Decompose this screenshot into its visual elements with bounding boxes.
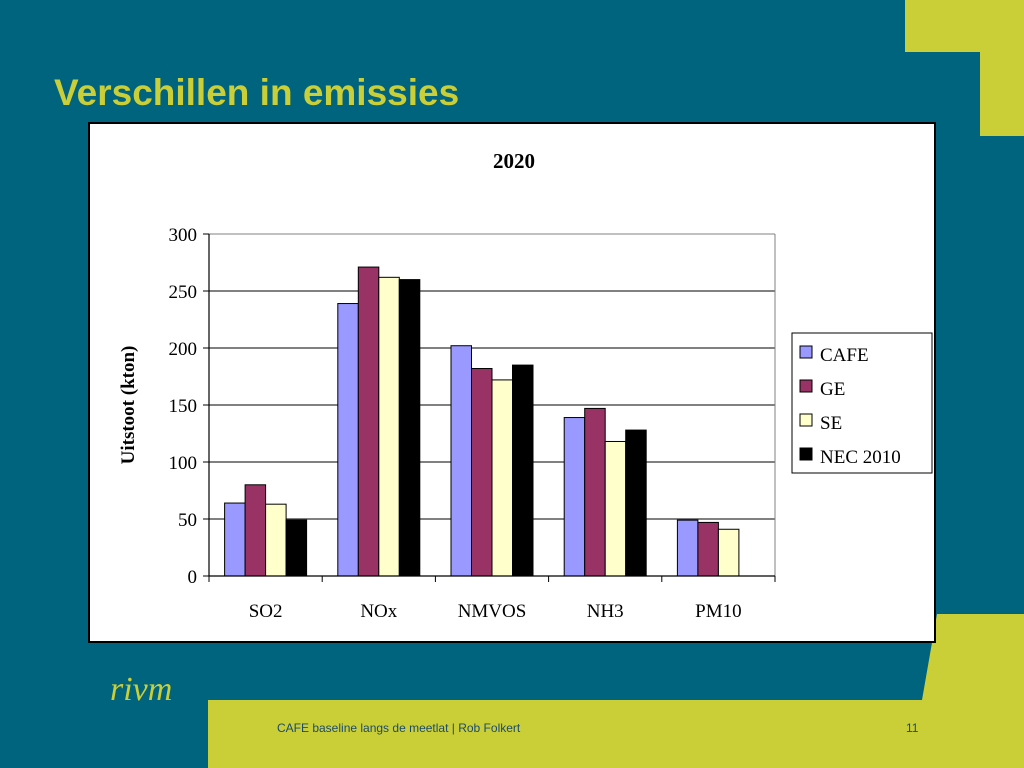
legend-label: CAFE xyxy=(820,345,869,366)
legend-label: SE xyxy=(820,413,842,434)
y-tick-label: 0 xyxy=(188,567,198,588)
bar xyxy=(604,440,627,577)
y-tick-label: 150 xyxy=(169,396,198,417)
chart-title: 2020 xyxy=(493,149,535,173)
bar xyxy=(697,521,719,577)
bar xyxy=(717,528,740,577)
x-tick-label: NH3 xyxy=(587,601,624,622)
chart-panel: 2020 0 50 100 150 200 250 300 SO2 NOx NMVOS NH3 PM10… xyxy=(88,122,936,643)
y-axis-label: Uitstoot (kton) xyxy=(118,346,139,465)
bar xyxy=(676,519,699,577)
legend-swatch xyxy=(799,379,813,393)
legend-label: NEC 2010 xyxy=(820,447,901,468)
legend-swatch xyxy=(799,447,813,461)
bar xyxy=(512,364,534,577)
bar xyxy=(244,484,267,577)
x-tick-label: SO2 xyxy=(249,601,283,622)
bar xyxy=(285,519,308,577)
bar-chart: 2020 0 50 100 150 200 250 300 SO2 NOx NMVOS NH3 PM10… xyxy=(118,149,933,622)
y-tick-label: 50 xyxy=(178,510,197,531)
y-tick-label: 100 xyxy=(169,453,198,474)
legend-swatch xyxy=(799,413,813,427)
x-tick-label: PM10 xyxy=(695,601,741,622)
bar xyxy=(625,429,647,577)
rivm-logo: rivm xyxy=(110,671,172,708)
legend-swatch xyxy=(799,345,813,359)
slide-title: Verschillen in emissies xyxy=(54,72,460,113)
bar xyxy=(357,266,380,577)
decor-block-right xyxy=(980,0,1024,136)
bar xyxy=(584,407,606,577)
legend-label: GE xyxy=(820,379,845,400)
x-tick-label: NMVOS xyxy=(458,601,527,622)
y-tick-label: 200 xyxy=(169,339,198,360)
bar xyxy=(450,345,472,577)
legend-box xyxy=(791,332,933,474)
footer-caption: CAFE baseline langs de meetlat | Rob Fol… xyxy=(277,721,521,735)
bar xyxy=(337,303,359,577)
page-number: 11 xyxy=(906,721,919,735)
bar xyxy=(378,276,400,577)
y-tick-label: 250 xyxy=(169,282,198,303)
bar xyxy=(563,417,586,577)
bar xyxy=(265,503,287,577)
bar xyxy=(398,279,421,577)
bar xyxy=(491,379,513,577)
rivm-logo-text: rivm xyxy=(110,671,172,708)
x-tick-label: NOx xyxy=(360,601,397,622)
y-tick-label: 300 xyxy=(169,225,198,246)
bar xyxy=(471,368,493,577)
